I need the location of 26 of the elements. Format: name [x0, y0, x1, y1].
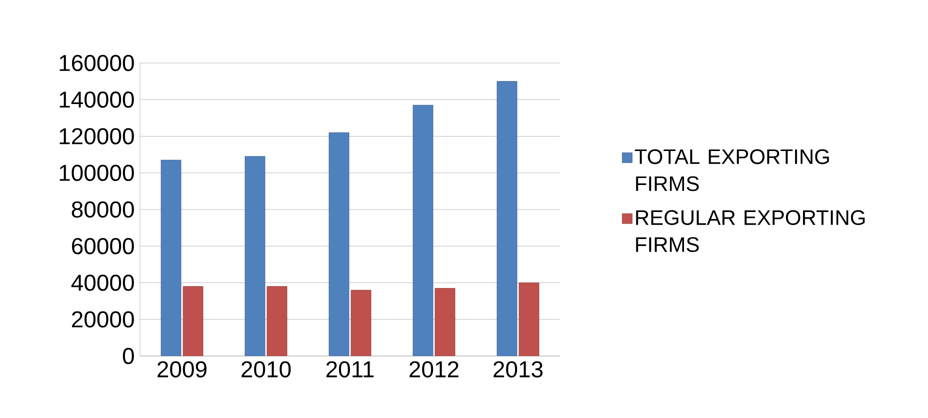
x-tick-label: 2013: [494, 361, 543, 378]
bar: [434, 288, 456, 356]
bar: [518, 282, 540, 356]
y-tick-label: 0: [122, 348, 134, 364]
bar: [412, 104, 434, 356]
y-tick-label: 80000: [72, 201, 134, 218]
bar: [328, 132, 350, 356]
legend-label: TOTAL EXPORTING FIRMS: [634, 149, 829, 192]
bar: [160, 160, 182, 356]
y-tick-label: 140000: [60, 91, 134, 108]
y-tick-label: 120000: [60, 128, 134, 144]
x-tick-label: 2010: [242, 361, 291, 378]
y-tick-label: 20000: [72, 311, 134, 328]
x-tick-label: 2012: [410, 361, 458, 378]
bar: [182, 286, 204, 356]
y-tick-label: 60000: [72, 238, 134, 254]
y-tick-label: 100000: [60, 164, 134, 182]
y-tick-label: 160000: [60, 54, 134, 72]
bar: [244, 156, 266, 356]
legend-label: REGULAR EXPORTING FIRMS: [636, 210, 865, 252]
bar: [266, 286, 288, 356]
bar: [496, 81, 518, 356]
y-tick-label: 40000: [71, 274, 134, 291]
bar: [350, 290, 372, 356]
x-tick-label: 2011: [326, 361, 374, 378]
x-tick-label: 2009: [158, 361, 206, 378]
